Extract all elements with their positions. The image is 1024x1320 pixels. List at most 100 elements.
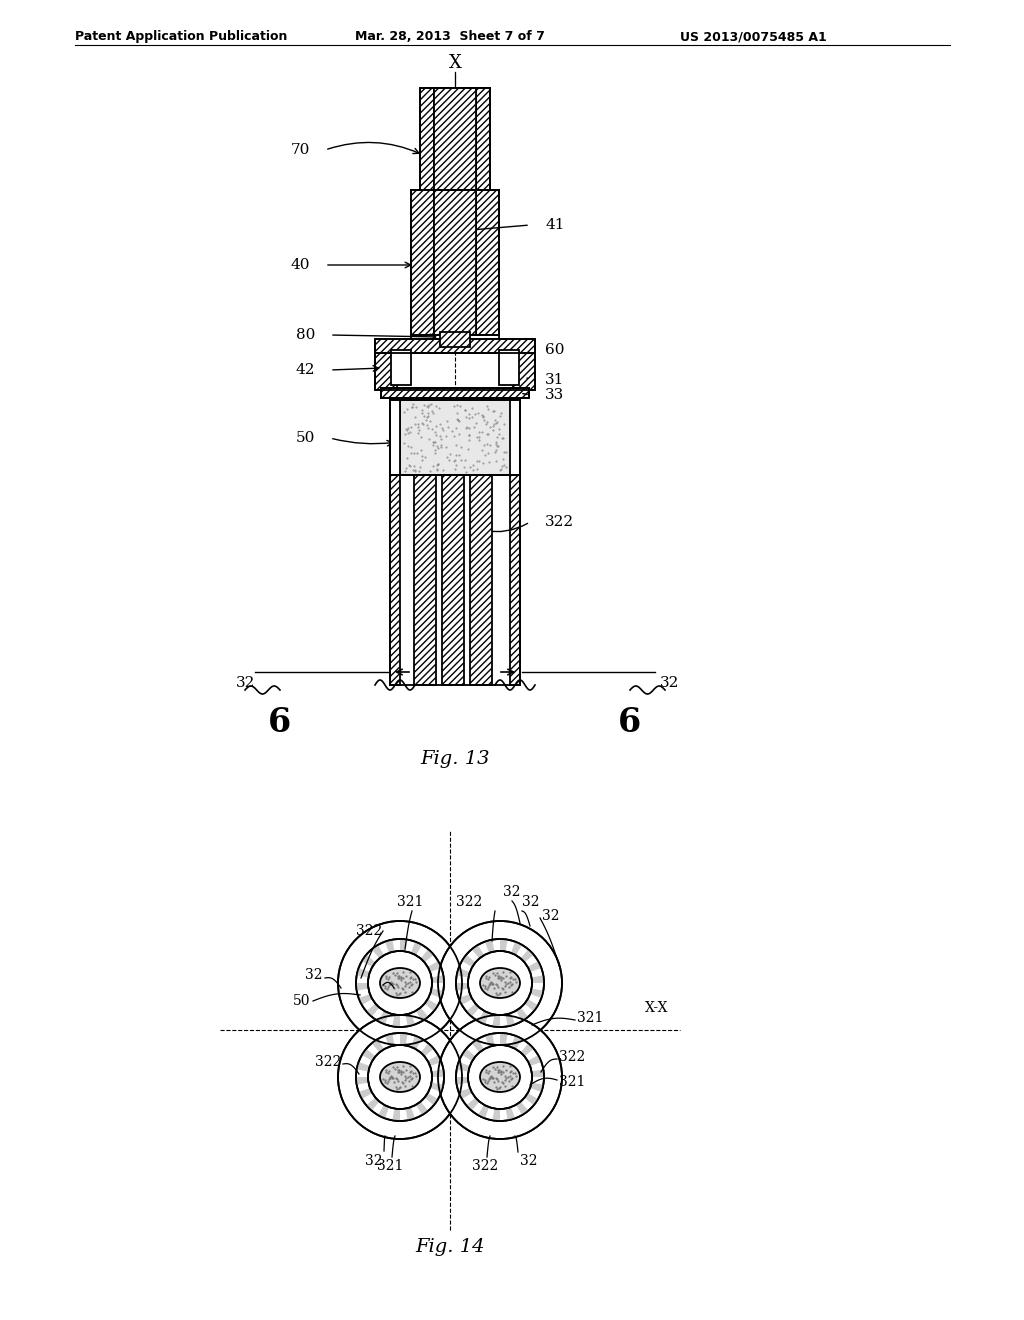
Bar (375, 345, 397, 389)
Text: 322: 322 (545, 515, 574, 529)
Wedge shape (358, 994, 373, 1005)
Text: 322: 322 (355, 924, 382, 939)
Text: 321: 321 (377, 1159, 403, 1173)
Point (478, 433, 495, 454)
Point (414, 445, 430, 466)
Circle shape (356, 1034, 444, 1121)
Point (476, 409, 493, 430)
Point (404, 396, 421, 417)
Point (461, 430, 477, 451)
Point (427, 424, 443, 445)
Wedge shape (361, 1048, 376, 1061)
Point (424, 434, 440, 455)
Point (487, 450, 504, 471)
Text: X-X: X-X (645, 1001, 669, 1015)
Point (461, 404, 477, 425)
Wedge shape (428, 961, 441, 972)
Point (461, 424, 477, 445)
Text: 322: 322 (559, 1049, 586, 1064)
Point (470, 403, 486, 424)
Wedge shape (516, 1101, 528, 1115)
Point (435, 418, 452, 440)
Text: 321: 321 (397, 895, 423, 909)
Point (402, 437, 419, 458)
Point (440, 449, 457, 470)
Point (432, 413, 449, 434)
Point (430, 453, 446, 474)
Point (480, 424, 497, 445)
Point (468, 450, 484, 471)
Point (446, 450, 463, 471)
Point (422, 461, 438, 482)
Bar (470, 475, 492, 685)
Point (424, 401, 440, 422)
Point (426, 432, 442, 453)
Bar (420, 88, 434, 190)
Point (449, 455, 465, 477)
Point (427, 421, 443, 442)
Point (457, 400, 473, 421)
Wedge shape (478, 1011, 489, 1024)
Point (488, 436, 505, 457)
Point (428, 416, 444, 437)
Point (485, 413, 502, 434)
Wedge shape (378, 1105, 389, 1118)
Point (461, 408, 477, 429)
Point (399, 447, 416, 469)
Point (408, 461, 424, 482)
Point (451, 424, 467, 445)
Text: 80: 80 (296, 327, 315, 342)
Point (474, 405, 490, 426)
Bar (411, 190, 499, 335)
Point (475, 453, 492, 474)
Point (398, 458, 415, 479)
Point (416, 405, 432, 426)
Bar (400, 400, 510, 475)
Wedge shape (367, 1097, 380, 1110)
Point (478, 413, 495, 434)
Point (488, 432, 505, 453)
Point (410, 442, 426, 463)
Point (479, 395, 496, 416)
Wedge shape (472, 945, 484, 958)
Point (428, 458, 444, 479)
Point (442, 444, 459, 465)
Point (466, 417, 482, 438)
Wedge shape (530, 989, 544, 998)
Text: 322: 322 (314, 1055, 341, 1069)
Bar (375, 345, 535, 389)
Wedge shape (527, 1055, 542, 1067)
Bar (375, 339, 535, 352)
Bar (411, 190, 434, 335)
Point (395, 433, 412, 454)
Point (417, 446, 433, 467)
Point (457, 400, 473, 421)
Bar (434, 190, 476, 335)
Point (464, 397, 480, 418)
Point (457, 457, 473, 478)
Wedge shape (421, 1043, 434, 1056)
Point (450, 411, 466, 432)
Point (402, 417, 419, 438)
Point (449, 434, 465, 455)
Point (444, 421, 461, 442)
Point (425, 403, 441, 424)
Wedge shape (511, 1036, 522, 1049)
Bar (390, 400, 520, 475)
Wedge shape (478, 1105, 489, 1118)
Text: 32: 32 (365, 1154, 382, 1168)
Point (496, 454, 512, 475)
Point (458, 407, 474, 428)
Wedge shape (425, 1093, 438, 1105)
Text: 41: 41 (545, 218, 564, 232)
Text: 32: 32 (503, 884, 521, 899)
Text: 40: 40 (291, 257, 310, 272)
Wedge shape (430, 1082, 443, 1092)
Circle shape (338, 1015, 462, 1139)
Point (492, 459, 508, 480)
Wedge shape (378, 1011, 389, 1024)
Wedge shape (493, 1015, 500, 1027)
Bar (391, 350, 411, 385)
Wedge shape (530, 1082, 544, 1092)
Point (486, 401, 503, 422)
